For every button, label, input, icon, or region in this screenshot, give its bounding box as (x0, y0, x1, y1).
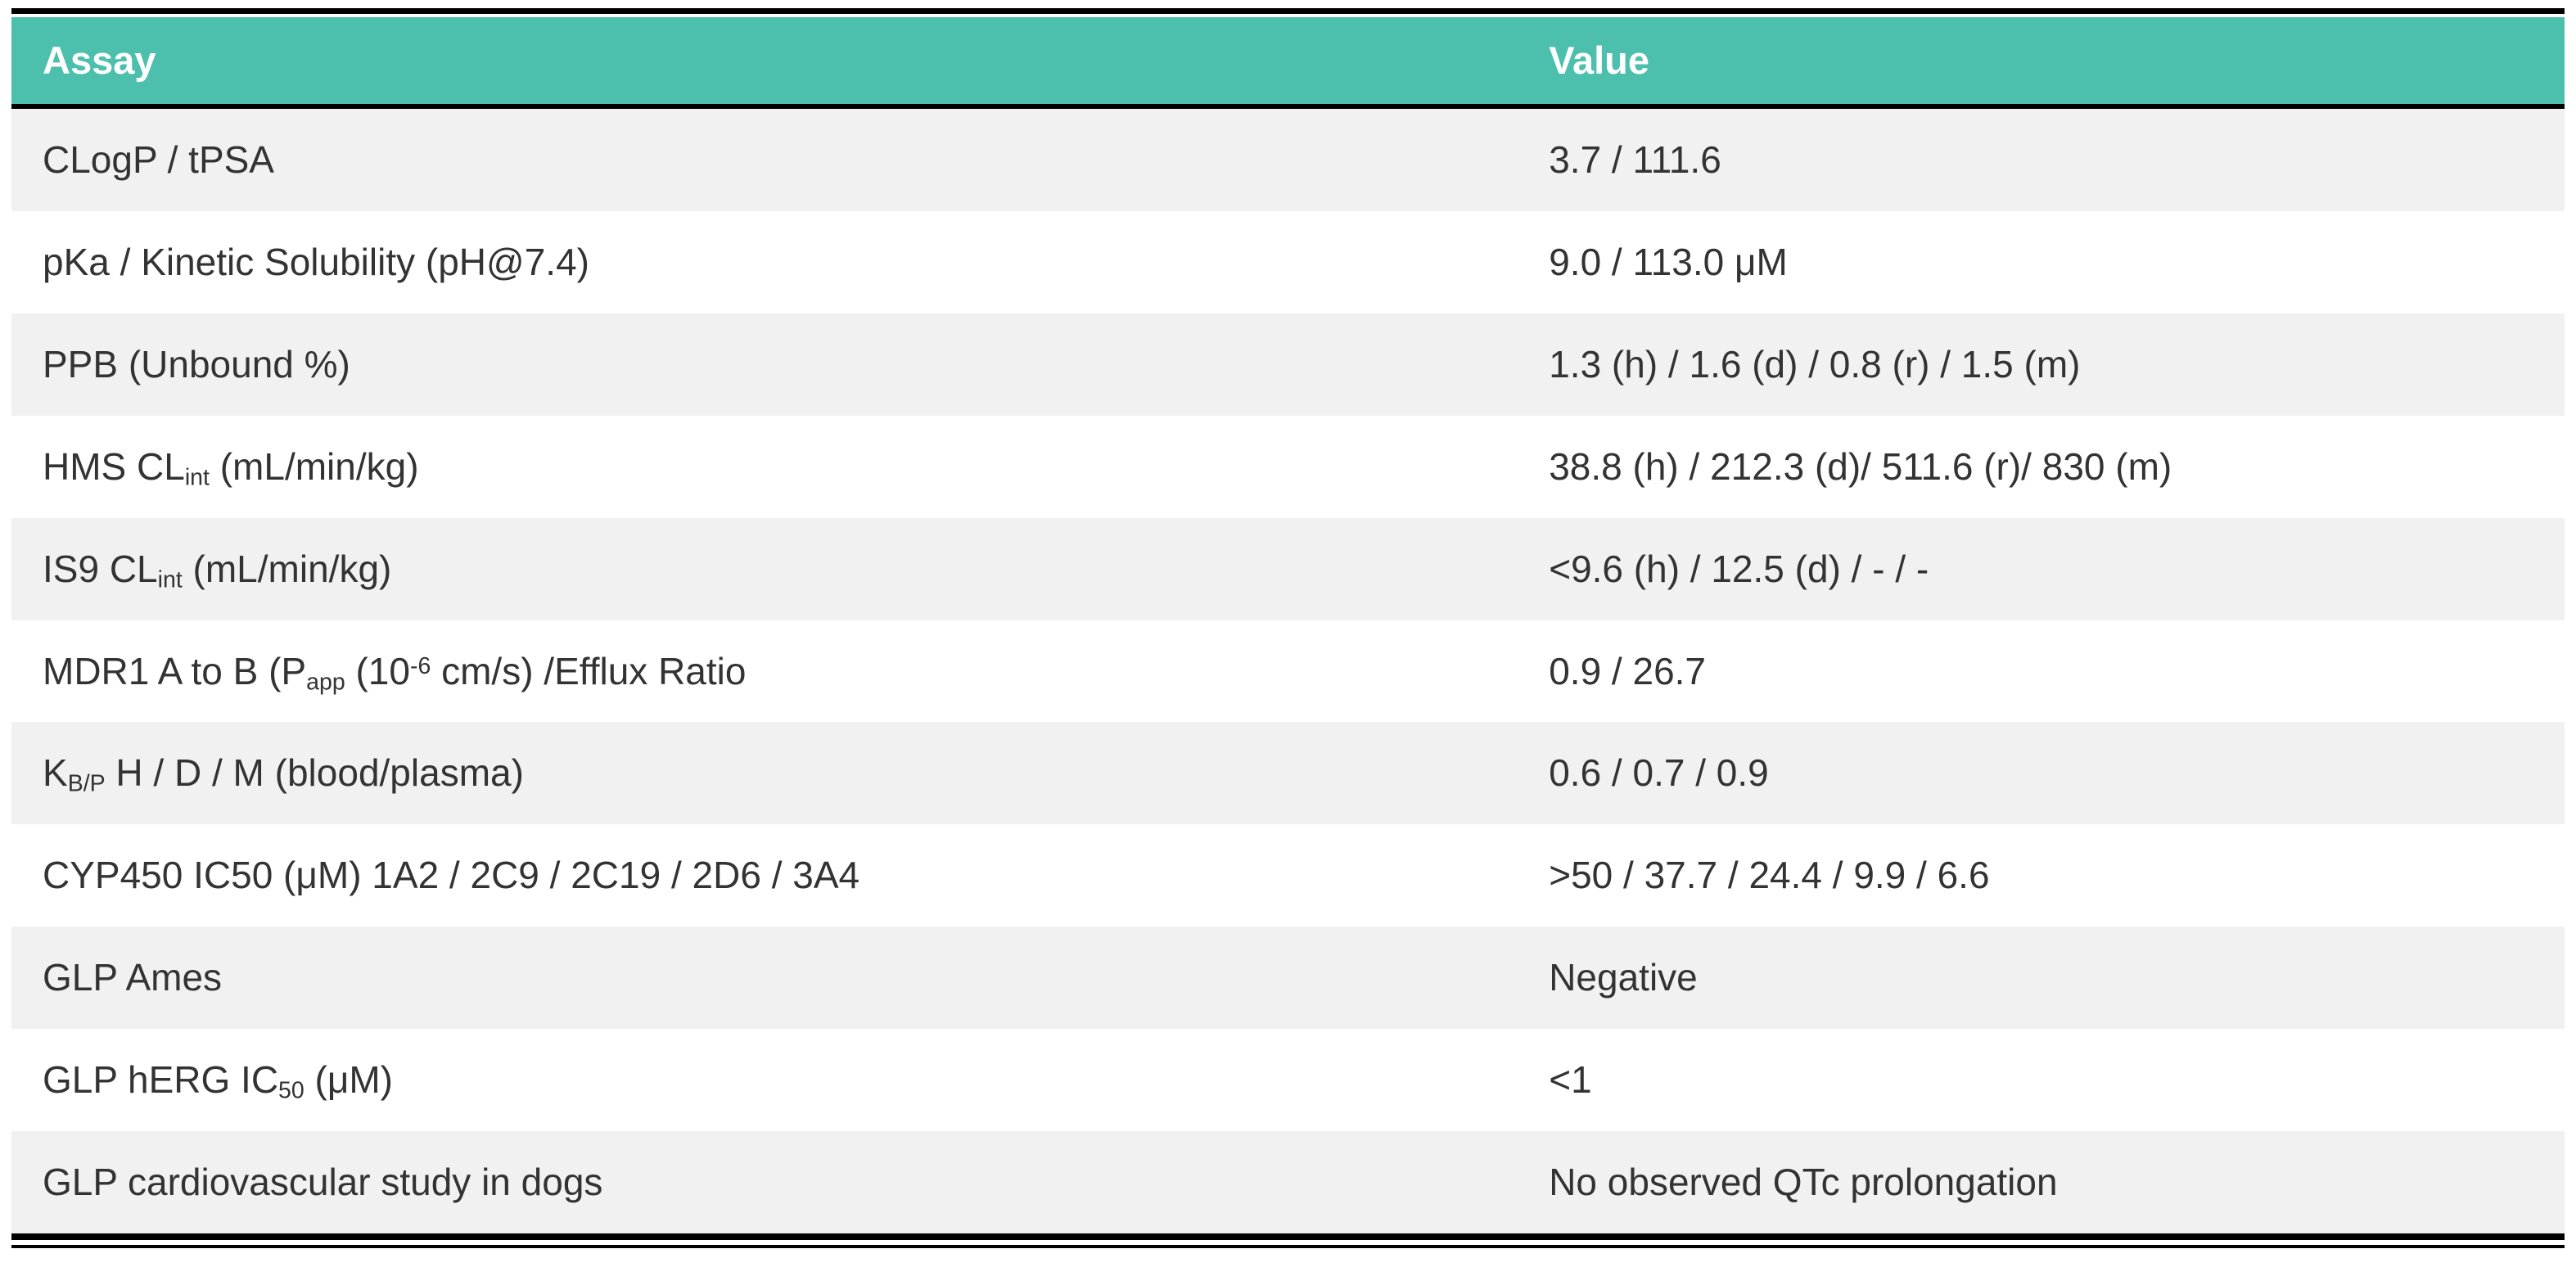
value-cell: 3.7 / 111.6 (1549, 138, 1721, 182)
assay-cell: CLogP / tPSA (11, 106, 1518, 211)
assay-text: K (43, 751, 68, 795)
value-cell: <9.6 (h) / 12.5 (d) / - / - (1549, 547, 1929, 590)
column-header-value: Value (1518, 17, 2565, 110)
table-row: GLP Ames Negative (11, 927, 2565, 1030)
table-top-rule (11, 8, 2565, 14)
table-row: GLP cardiovascular study in dogs No obser… (11, 1130, 2565, 1237)
assay-subscript: int (184, 463, 210, 490)
column-header-assay: Assay (11, 17, 1518, 110)
assay-cell: MDR1 A to B (Papp (10-6 cm/s) /Efflux Ra… (11, 620, 1518, 723)
table-row: HMS CLint (mL/min/kg) 38.8 (h) / 212.3 (d… (11, 415, 2565, 518)
assay-text: PPB (Unbound %) (43, 342, 350, 386)
table-row: pKa / Kinetic Solubility (pH@7.4) 9.0 / 1… (11, 210, 2565, 313)
table-row: KB/P H / D / M (blood/plasma) 0.6 / 0.7 /… (11, 722, 2565, 825)
table-row: CLogP / tPSA 3.7 / 111.6 (11, 106, 2565, 211)
table-row: CYP450 IC50 (μM) 1A2 / 2C9 / 2C19 / 2D6 … (11, 824, 2565, 927)
value-cell: Negative (1549, 956, 1698, 999)
value-cell: 38.8 (h) / 212.3 (d)/ 511.6 (r)/ 830 (m) (1549, 444, 2172, 488)
assay-subscript: 50 (278, 1077, 305, 1104)
table-bottom-rule (11, 1244, 2565, 1248)
assay-cell: PPB (Unbound %) (11, 313, 1518, 416)
assay-text: MDR1 A to B (P (43, 649, 307, 692)
assay-cell: KB/P H / D / M (blood/plasma) (11, 722, 1518, 824)
table-row: GLP hERG IC50 (μM) <1 (11, 1029, 2565, 1131)
assay-cell: GLP cardiovascular study in dogs (11, 1131, 1518, 1237)
assay-text: IS9 CL (43, 547, 158, 590)
assay-cell: IS9 CLint (mL/min/kg) (11, 518, 1518, 620)
value-cell: >50 / 37.7 / 24.4 / 9.9 / 6.6 (1549, 854, 1990, 897)
table-body: CLogP / tPSA 3.7 / 111.6 pKa / Kinetic Sol… (11, 106, 2565, 1237)
assay-text: CYP450 IC50 (μM) 1A2 / 2C9 / 2C19 / 2D6 … (43, 854, 860, 897)
assay-cell: HMS CLint (mL/min/kg) (11, 416, 1518, 518)
value-cell: 1.3 (h) / 1.6 (d) / 0.8 (r) / 1.5 (m) (1549, 342, 2081, 386)
assay-text: (mL/min/kg) (182, 547, 392, 590)
assay-text: (mL/min/kg) (209, 444, 419, 488)
header-row: Assay Value (11, 17, 2565, 110)
value-cell: <1 (1549, 1058, 1592, 1102)
assay-cell: pKa / Kinetic Solubility (pH@7.4) (11, 211, 1518, 313)
assay-subscript: B/P (67, 770, 106, 797)
assay-text: (10 (345, 649, 410, 692)
assay-text: (μM) (304, 1058, 394, 1102)
table-row: IS9 CLint (mL/min/kg) <9.6 (h) / 12.5 (d)… (11, 517, 2565, 620)
assay-supscript: -6 (409, 652, 431, 679)
assay-subscript: app (306, 668, 345, 695)
value-cell: No observed QTc prolongation (1549, 1160, 2058, 1203)
assay-text: HMS CL (43, 444, 185, 488)
value-cell: 9.0 / 113.0 μM (1549, 240, 1788, 283)
admet-assay-table: Assay Value CLogP / tPSA 3.7 / 111.6 pKa /… (11, 17, 2565, 1240)
assay-cell: GLP hERG IC50 (μM) (11, 1029, 1518, 1131)
assay-text: cm/s) /Efflux Ratio (431, 649, 747, 692)
assay-text: pKa / Kinetic Solubility (pH@7.4) (43, 240, 589, 283)
assay-cell: CYP450 IC50 (μM) 1A2 / 2C9 / 2C19 / 2D6 … (11, 824, 1518, 927)
value-cell: 0.6 / 0.7 / 0.9 (1549, 751, 1769, 795)
value-cell: 0.9 / 26.7 (1549, 649, 1707, 692)
table-row: MDR1 A to B (Papp (10-6 cm/s) /Efflux Ra… (11, 620, 2565, 723)
assay-text: GLP Ames (43, 956, 223, 999)
assay-text: GLP cardiovascular study in dogs (43, 1160, 603, 1203)
assay-text: CLogP / tPSA (43, 138, 274, 182)
assay-subscript: int (157, 566, 183, 593)
assay-text: GLP hERG IC (43, 1058, 279, 1102)
table-row: PPB (Unbound %) 1.3 (h) / 1.6 (d) / 0.8 (… (11, 313, 2565, 416)
assay-text: H / D / M (blood/plasma) (105, 751, 524, 795)
table-header: Assay Value (11, 17, 2565, 110)
assay-cell: GLP Ames (11, 927, 1518, 1029)
